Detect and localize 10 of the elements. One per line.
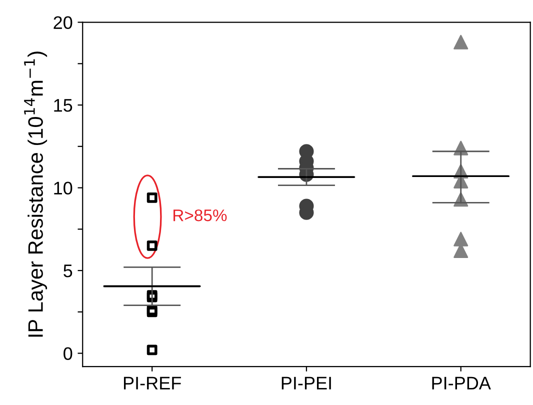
annotation: R>85% <box>174 209 227 222</box>
x-tick-label: PI-PDA <box>432 376 491 390</box>
y-tick-label: 10 <box>54 182 72 194</box>
y-tick-label: 0 <box>64 347 72 360</box>
y-axis-title: IP Layer Resistance (10$^{14}$m$^{−1}$) <box>24 52 48 337</box>
x-tick-label: PI-PEI <box>282 376 331 390</box>
y-tick-label: 15 <box>54 99 72 112</box>
y-tick-label: 5 <box>64 264 72 278</box>
x-tick-label: PI-REF <box>124 376 181 390</box>
y-tick-label: 20 <box>54 16 72 29</box>
